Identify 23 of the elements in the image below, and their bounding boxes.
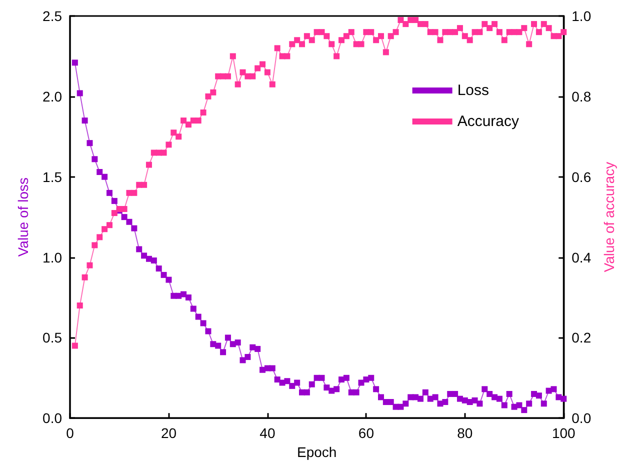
y-tick-label: 0.5 xyxy=(42,330,62,346)
x-axis-title: Epoch xyxy=(296,444,337,460)
legend-label: Accuracy xyxy=(457,113,520,130)
y2-tick-label: 0.0 xyxy=(572,410,592,426)
y-tick-label: 0.0 xyxy=(42,410,62,426)
x-tick-label: 80 xyxy=(457,425,473,442)
x-tick-label: 60 xyxy=(358,425,374,442)
y-tick-label: 1.5 xyxy=(42,168,62,185)
x-tick-label: 100 xyxy=(552,425,576,442)
x-tick-label: 40 xyxy=(260,425,276,442)
y2-tick-label: 0.8 xyxy=(572,88,592,104)
y-tick-label: 2.0 xyxy=(42,88,62,104)
x-tick-label: 20 xyxy=(160,425,177,442)
y2-tick-label: 0.6 xyxy=(572,168,592,185)
y2-tick-label: 0.2 xyxy=(572,330,592,346)
legend-label: Loss xyxy=(457,82,490,99)
y2-tick-label: 1.0 xyxy=(572,8,592,24)
y2-axis-title: Value of accuracy xyxy=(601,162,617,272)
y2-tick-label: 0.4 xyxy=(572,249,592,266)
y-tick-label: 1.0 xyxy=(42,249,62,266)
y-axis-title: Value of loss xyxy=(15,177,31,257)
x-tick-label: 0 xyxy=(66,425,74,442)
y-tick-label: 2.5 xyxy=(42,8,62,24)
